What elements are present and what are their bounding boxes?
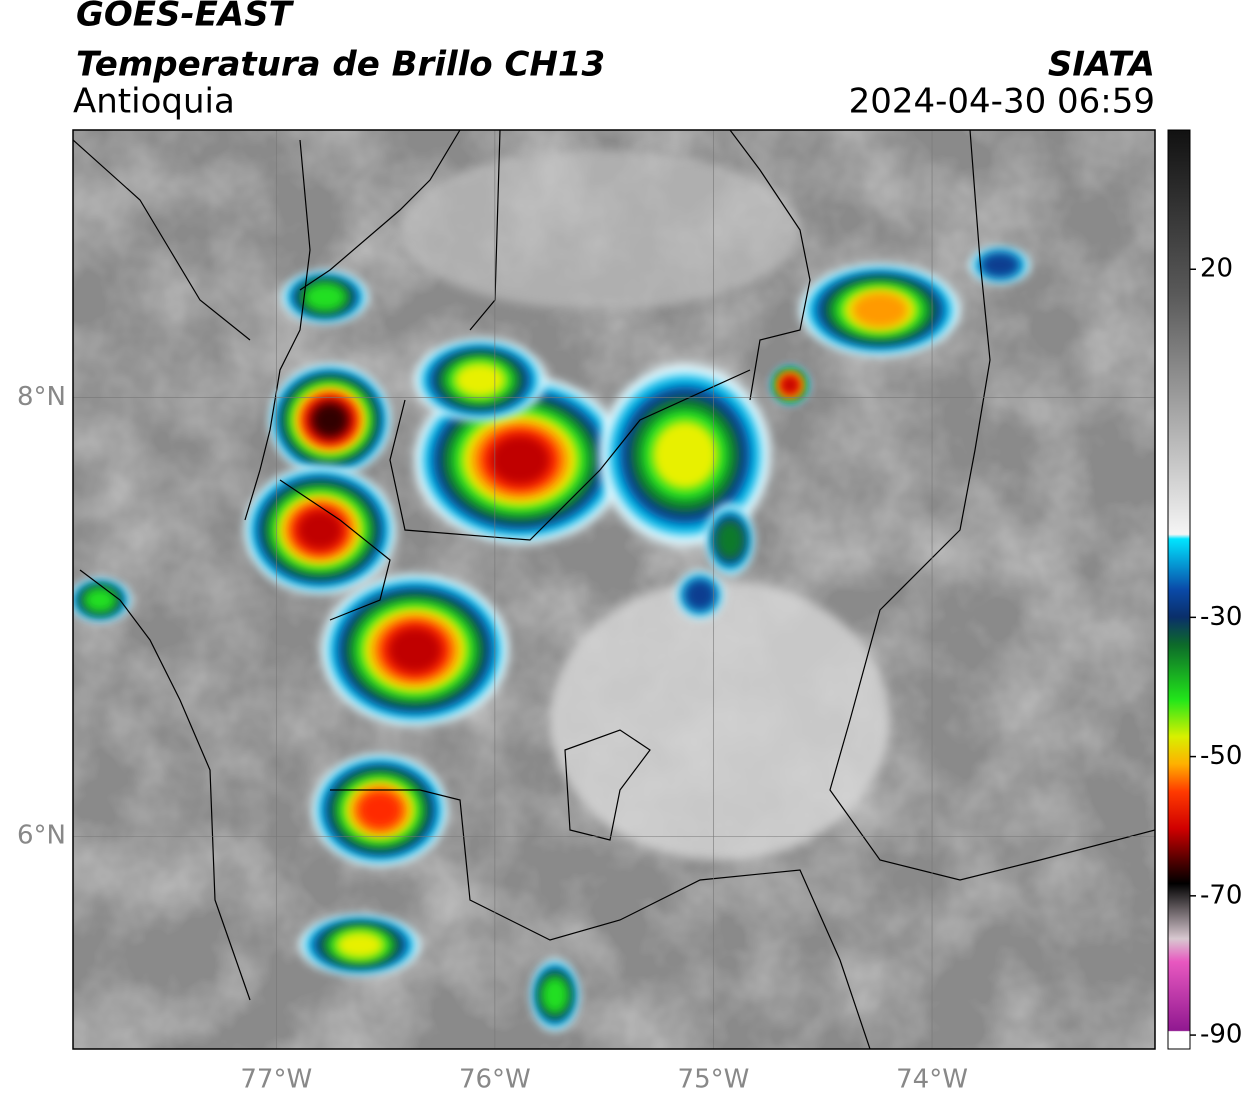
x-tick-label: 76°W bbox=[459, 1065, 531, 1095]
y-tick-label: 8°N bbox=[17, 382, 66, 412]
map-image bbox=[73, 130, 1155, 1049]
storm-contour bbox=[980, 252, 1020, 278]
cloud bbox=[400, 150, 800, 310]
storm-contour bbox=[304, 283, 346, 311]
storm-contour bbox=[335, 931, 385, 959]
grid bbox=[73, 130, 1155, 1049]
colorbar bbox=[1167, 129, 1191, 1050]
satellite: GOES-EAST bbox=[76, 0, 295, 35]
storm-contour bbox=[490, 435, 550, 485]
colorbar-tick-label: 20 bbox=[1200, 254, 1233, 284]
x-tick-label: 75°W bbox=[678, 1065, 750, 1095]
storm-contour bbox=[388, 627, 442, 673]
storm-contour bbox=[684, 579, 716, 611]
datetime: 2024-04-30 06:59 bbox=[849, 82, 1155, 122]
cloud bbox=[550, 580, 890, 860]
colorbar-tick-label: -90 bbox=[1200, 1020, 1242, 1050]
storm-contour bbox=[781, 376, 799, 394]
colorbar-tick-label: -70 bbox=[1200, 880, 1242, 910]
storm-contour bbox=[542, 977, 568, 1013]
storm-contour bbox=[454, 362, 506, 398]
storm-contour bbox=[312, 403, 348, 437]
storm-contour bbox=[715, 520, 745, 560]
storm-contour bbox=[297, 510, 343, 550]
axes: 77°W 76°W 75°W 74°W 6°N 8°N 20 -30 -50 -70 -90 bbox=[17, 254, 1242, 1095]
product: Temperatura de Brillo CH13 bbox=[76, 45, 605, 85]
source: SIATA bbox=[1048, 45, 1155, 85]
storm-contour bbox=[851, 292, 909, 328]
colorbar-tick-label: -30 bbox=[1200, 602, 1242, 632]
storm-contour bbox=[84, 588, 116, 612]
x-tick-label: 77°W bbox=[240, 1065, 312, 1095]
x-tick-label: 74°W bbox=[896, 1065, 968, 1095]
colorbar-tick-label: -50 bbox=[1200, 741, 1242, 771]
storm-contour bbox=[357, 790, 403, 830]
region: Antioquia bbox=[73, 82, 235, 122]
map-frame bbox=[72, 129, 1156, 1050]
y-tick-label: 6°N bbox=[17, 821, 66, 851]
storm-contour bbox=[652, 420, 718, 490]
